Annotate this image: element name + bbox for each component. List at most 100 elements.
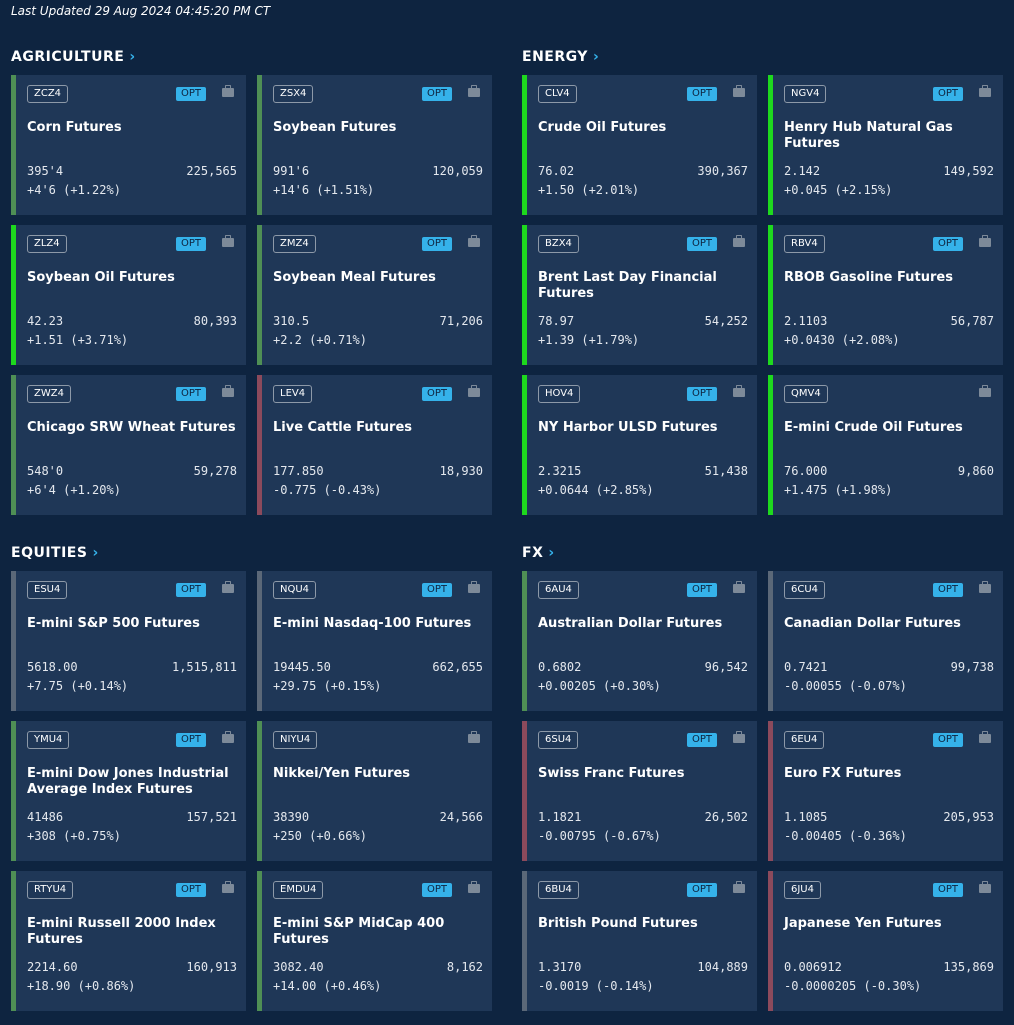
options-badge[interactable]: OPT [421,883,452,897]
contract-card[interactable]: NQU4 OPT E-mini Nasdaq-100 Futures 19445.50… [257,571,492,711]
options-badge[interactable]: OPT [175,583,206,597]
contract-card[interactable]: 6BU4 OPT British Pound Futures 1.3170 104,88… [522,871,757,1011]
last-price: 0.006912 [784,960,842,974]
contract-card[interactable]: NGV4 OPT Henry Hub Natural Gas Futures 2.14… [768,75,1003,215]
options-badge[interactable]: OPT [932,583,963,597]
contract-card[interactable]: 6CU4 OPT Canadian Dollar Futures 0.7421 99,7… [768,571,1003,711]
contract-card[interactable]: CLV4 OPT Crude Oil Futures 76.02 390,367 +1.5… [522,75,757,215]
options-badge[interactable]: OPT [686,237,717,251]
contract-name: Henry Hub Natural Gas Futures [784,120,953,151]
options-badge[interactable]: OPT [932,87,963,101]
volume: 56,787 [950,314,994,328]
contract-symbol: RTYU4 [27,881,74,899]
briefcase-icon[interactable] [222,385,234,397]
contract-symbol: ZCZ4 [27,85,69,103]
options-badge[interactable]: OPT [175,87,206,101]
options-badge[interactable]: OPT [421,87,452,101]
briefcase-icon[interactable] [222,731,234,743]
options-badge[interactable]: OPT [421,237,452,251]
contract-card[interactable]: NIYU4 Nikkei/Yen Futures 38390 24,566 +250 (… [257,721,492,861]
contract-name: E-mini S&P MidCap 400 Futures [273,916,445,947]
contract-name: Corn Futures [27,120,122,135]
briefcase-icon[interactable] [979,881,991,893]
contract-card[interactable]: ESU4 OPT E-mini S&P 500 Futures 5618.00 1,51… [11,571,246,711]
last-price: 5618.00 [27,660,78,674]
contract-card[interactable]: ZCZ4 OPT Corn Futures 395'4 225,565 +4'6 (+1.… [11,75,246,215]
contract-card[interactable]: 6JU4 OPT Japanese Yen Futures 0.006912 135,8… [768,871,1003,1011]
contract-card[interactable]: ZSX4 OPT Soybean Futures 991'6 120,059 +14'6 … [257,75,492,215]
options-badge[interactable]: OPT [932,733,963,747]
volume: 160,913 [186,960,237,974]
briefcase-icon[interactable] [468,581,480,593]
options-badge[interactable]: OPT [175,237,206,251]
contract-card[interactable]: 6EU4 OPT Euro FX Futures 1.1085 205,953 -0.00… [768,721,1003,861]
contract-card[interactable]: LEV4 OPT Live Cattle Futures 177.850 18,930 -… [257,375,492,515]
last-price: 3082.40 [273,960,324,974]
last-price: 19445.50 [273,660,331,674]
briefcase-icon[interactable] [733,731,745,743]
briefcase-icon[interactable] [733,385,745,397]
options-badge[interactable]: OPT [686,387,717,401]
briefcase-icon[interactable] [222,85,234,97]
contract-card[interactable]: RTYU4 OPT E-mini Russell 2000 Index Future… [11,871,246,1011]
options-badge[interactable]: OPT [421,387,452,401]
options-badge[interactable]: OPT [686,87,717,101]
last-updated-text: Last Updated 29 Aug 2024 04:45:20 PM CT [11,4,271,18]
options-badge[interactable]: OPT [686,883,717,897]
contract-card[interactable]: 6SU4 OPT Swiss Franc Futures 1.1821 26,502 -0… [522,721,757,861]
contract-card[interactable]: ZMZ4 OPT Soybean Meal Futures 310.5 71,206 +2… [257,225,492,365]
chevron-right-icon: › [129,49,136,65]
contract-card[interactable]: RBV4 OPT RBOB Gasoline Futures 2.1103 56,787… [768,225,1003,365]
briefcase-icon[interactable] [468,881,480,893]
volume: 18,930 [439,464,483,478]
contract-card[interactable]: YMU4 OPT E-mini Dow Jones Industrial Avera… [11,721,246,861]
options-badge[interactable]: OPT [421,583,452,597]
options-badge[interactable]: OPT [175,883,206,897]
briefcase-icon[interactable] [733,85,745,97]
briefcase-icon[interactable] [979,581,991,593]
briefcase-icon[interactable] [468,235,480,247]
briefcase-icon[interactable] [733,235,745,247]
briefcase-icon[interactable] [222,581,234,593]
section-title-link[interactable]: AGRICULTURE › [11,47,136,67]
briefcase-icon[interactable] [979,85,991,97]
briefcase-icon[interactable] [468,85,480,97]
section-title-link[interactable]: EQUITIES › [11,543,99,563]
briefcase-icon[interactable] [468,385,480,397]
options-badge[interactable]: OPT [686,583,717,597]
last-price: 76.02 [538,164,575,178]
briefcase-icon[interactable] [979,385,991,397]
section-title-text: AGRICULTURE [11,49,125,65]
briefcase-icon[interactable] [733,881,745,893]
contract-name: E-mini Dow Jones Industrial Average Inde… [27,766,229,797]
volume: 1,515,811 [171,660,237,674]
options-badge[interactable]: OPT [175,387,206,401]
briefcase-icon[interactable] [222,881,234,893]
briefcase-icon[interactable] [979,731,991,743]
briefcase-icon[interactable] [733,581,745,593]
volume: 9,860 [957,464,994,478]
briefcase-icon[interactable] [222,235,234,247]
options-badge[interactable]: OPT [932,237,963,251]
options-badge[interactable]: OPT [686,733,717,747]
last-price: 2.142 [784,164,821,178]
briefcase-icon[interactable] [468,731,480,743]
briefcase-icon[interactable] [979,235,991,247]
contract-symbol: QMV4 [784,385,828,403]
options-badge[interactable]: OPT [175,733,206,747]
contract-card[interactable]: HOV4 OPT NY Harbor ULSD Futures 2.3215 51,43… [522,375,757,515]
section-title-link[interactable]: ENERGY › [522,47,599,67]
contract-card[interactable]: 6AU4 OPT Australian Dollar Futures 0.6802 96… [522,571,757,711]
contract-name: Soybean Meal Futures [273,270,436,285]
contract-symbol: 6JU4 [784,881,821,899]
contract-card[interactable]: ZWZ4 OPT Chicago SRW Wheat Futures 548'0 59,… [11,375,246,515]
last-price: 548'0 [27,464,64,478]
contract-card[interactable]: QMV4 E-mini Crude Oil Futures 76.000 9,860 +… [768,375,1003,515]
contract-symbol: EMDU4 [273,881,324,899]
options-badge[interactable]: OPT [932,883,963,897]
contract-symbol: NGV4 [784,85,827,103]
contract-card[interactable]: BZX4 OPT Brent Last Day Financial Futures 7… [522,225,757,365]
contract-card[interactable]: EMDU4 OPT E-mini S&P MidCap 400 Futures 308… [257,871,492,1011]
contract-card[interactable]: ZLZ4 OPT Soybean Oil Futures 42.23 80,393 +1.… [11,225,246,365]
section-title-link[interactable]: FX › [522,543,555,563]
